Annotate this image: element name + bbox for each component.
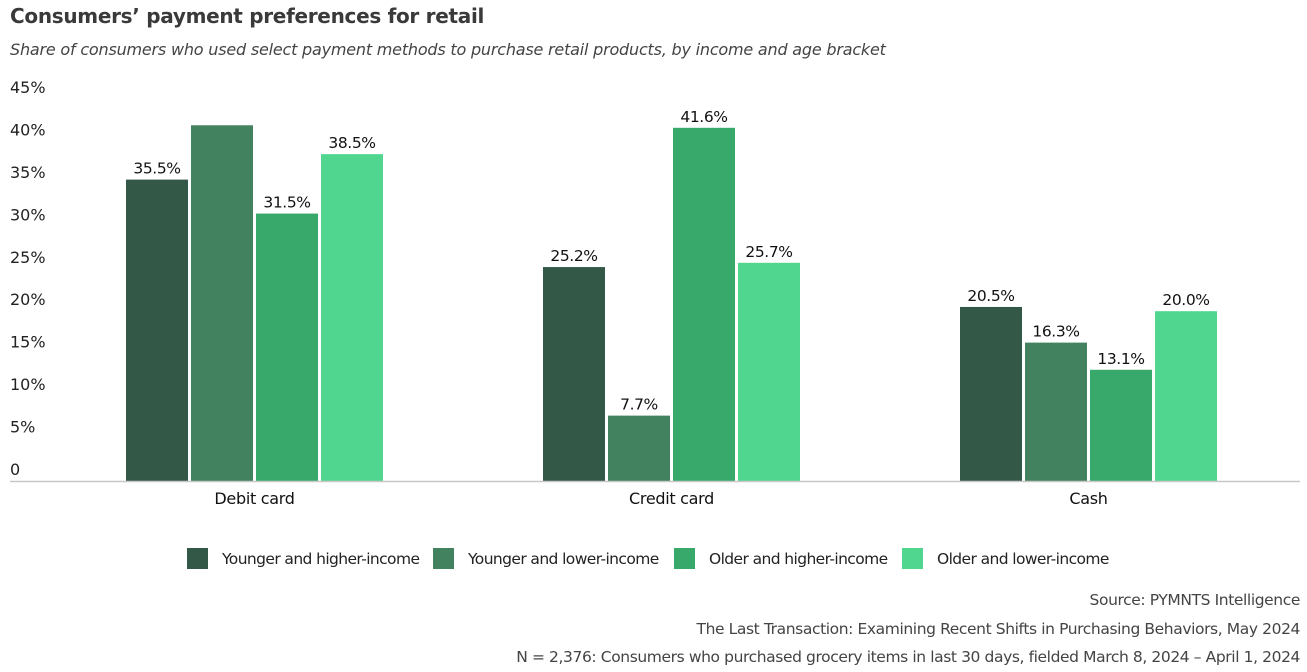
data-label: 25.7% [745, 243, 792, 261]
data-label: 20.5% [967, 287, 1014, 305]
x-tick-label: Cash [1069, 489, 1107, 508]
bar [608, 415, 670, 481]
data-label: 41.6% [680, 108, 727, 126]
data-label: 38.5% [328, 134, 375, 152]
y-tick-label: 10% [10, 375, 46, 394]
data-label: 25.2% [550, 247, 597, 265]
legend-swatch [902, 548, 923, 569]
legend-item-younger-lower-income: Younger and lower-income [433, 548, 659, 569]
bar-chart: 0 5% 10% 15% 20% 25% 30% 35% 40% 45% 35.5% 31.5% 38… [10, 78, 1300, 508]
chart-title: Consumers’ payment preferences for retai… [10, 4, 485, 28]
y-tick-label: 15% [10, 333, 46, 352]
y-tick-label: 30% [10, 205, 46, 224]
y-tick-label: 0 [10, 460, 20, 479]
y-tick-label: 20% [10, 290, 46, 309]
data-label: 31.5% [263, 194, 310, 212]
bar [1155, 311, 1217, 481]
source-note: Source: PYMNTS Intelligence [1089, 591, 1301, 609]
bar [256, 213, 318, 481]
legend-item-younger-higher-income: Younger and higher-income [187, 548, 420, 569]
data-label: 16.3% [1032, 323, 1079, 341]
bar [191, 125, 253, 482]
y-axis: 0 5% 10% 15% 20% 25% 30% 35% 40% 45% [10, 78, 46, 479]
y-tick-label: 5% [10, 418, 35, 437]
legend-label: Younger and higher-income [222, 549, 420, 568]
chart-subtitle: Share of consumers who used select payme… [10, 40, 886, 59]
data-label: 20.0% [1162, 291, 1209, 309]
bar [1090, 369, 1152, 481]
legend-item-older-lower-income: Older and lower-income [902, 548, 1109, 569]
bar [673, 127, 735, 481]
legend-item-older-higher-income: Older and higher-income [674, 548, 888, 569]
y-tick-label: 25% [10, 248, 46, 267]
x-tick-label: Credit card [629, 489, 714, 508]
bar [543, 267, 605, 481]
legend-swatch [674, 548, 695, 569]
bars: 35.5% 31.5% 38.5% 25.2% 7.7% 41.6% 25.7% 20.5% 1… [126, 108, 1217, 482]
bar [321, 154, 383, 481]
x-axis: Debit card Credit card Cash [214, 489, 1108, 508]
data-label: 35.5% [133, 160, 180, 178]
bar [738, 262, 800, 481]
bar [1025, 342, 1087, 481]
data-label: 7.7% [620, 396, 658, 414]
report-note: The Last Transaction: Examining Recent S… [696, 620, 1301, 638]
legend-label: Older and lower-income [937, 549, 1109, 568]
legend-label: Younger and lower-income [468, 549, 659, 568]
bar [126, 179, 188, 482]
sample-note: N = 2,376: Consumers who purchased groce… [516, 648, 1300, 666]
legend-swatch [187, 548, 208, 569]
y-tick-label: 45% [10, 78, 46, 97]
legend-swatch [433, 548, 454, 569]
legend-label: Older and higher-income [709, 549, 888, 568]
x-tick-label: Debit card [214, 489, 294, 508]
bar [960, 306, 1022, 481]
data-label: 13.1% [1097, 350, 1144, 368]
y-tick-label: 40% [10, 120, 46, 139]
legend: Younger and higher-income Younger and lo… [0, 548, 1307, 574]
y-tick-label: 35% [10, 163, 46, 182]
